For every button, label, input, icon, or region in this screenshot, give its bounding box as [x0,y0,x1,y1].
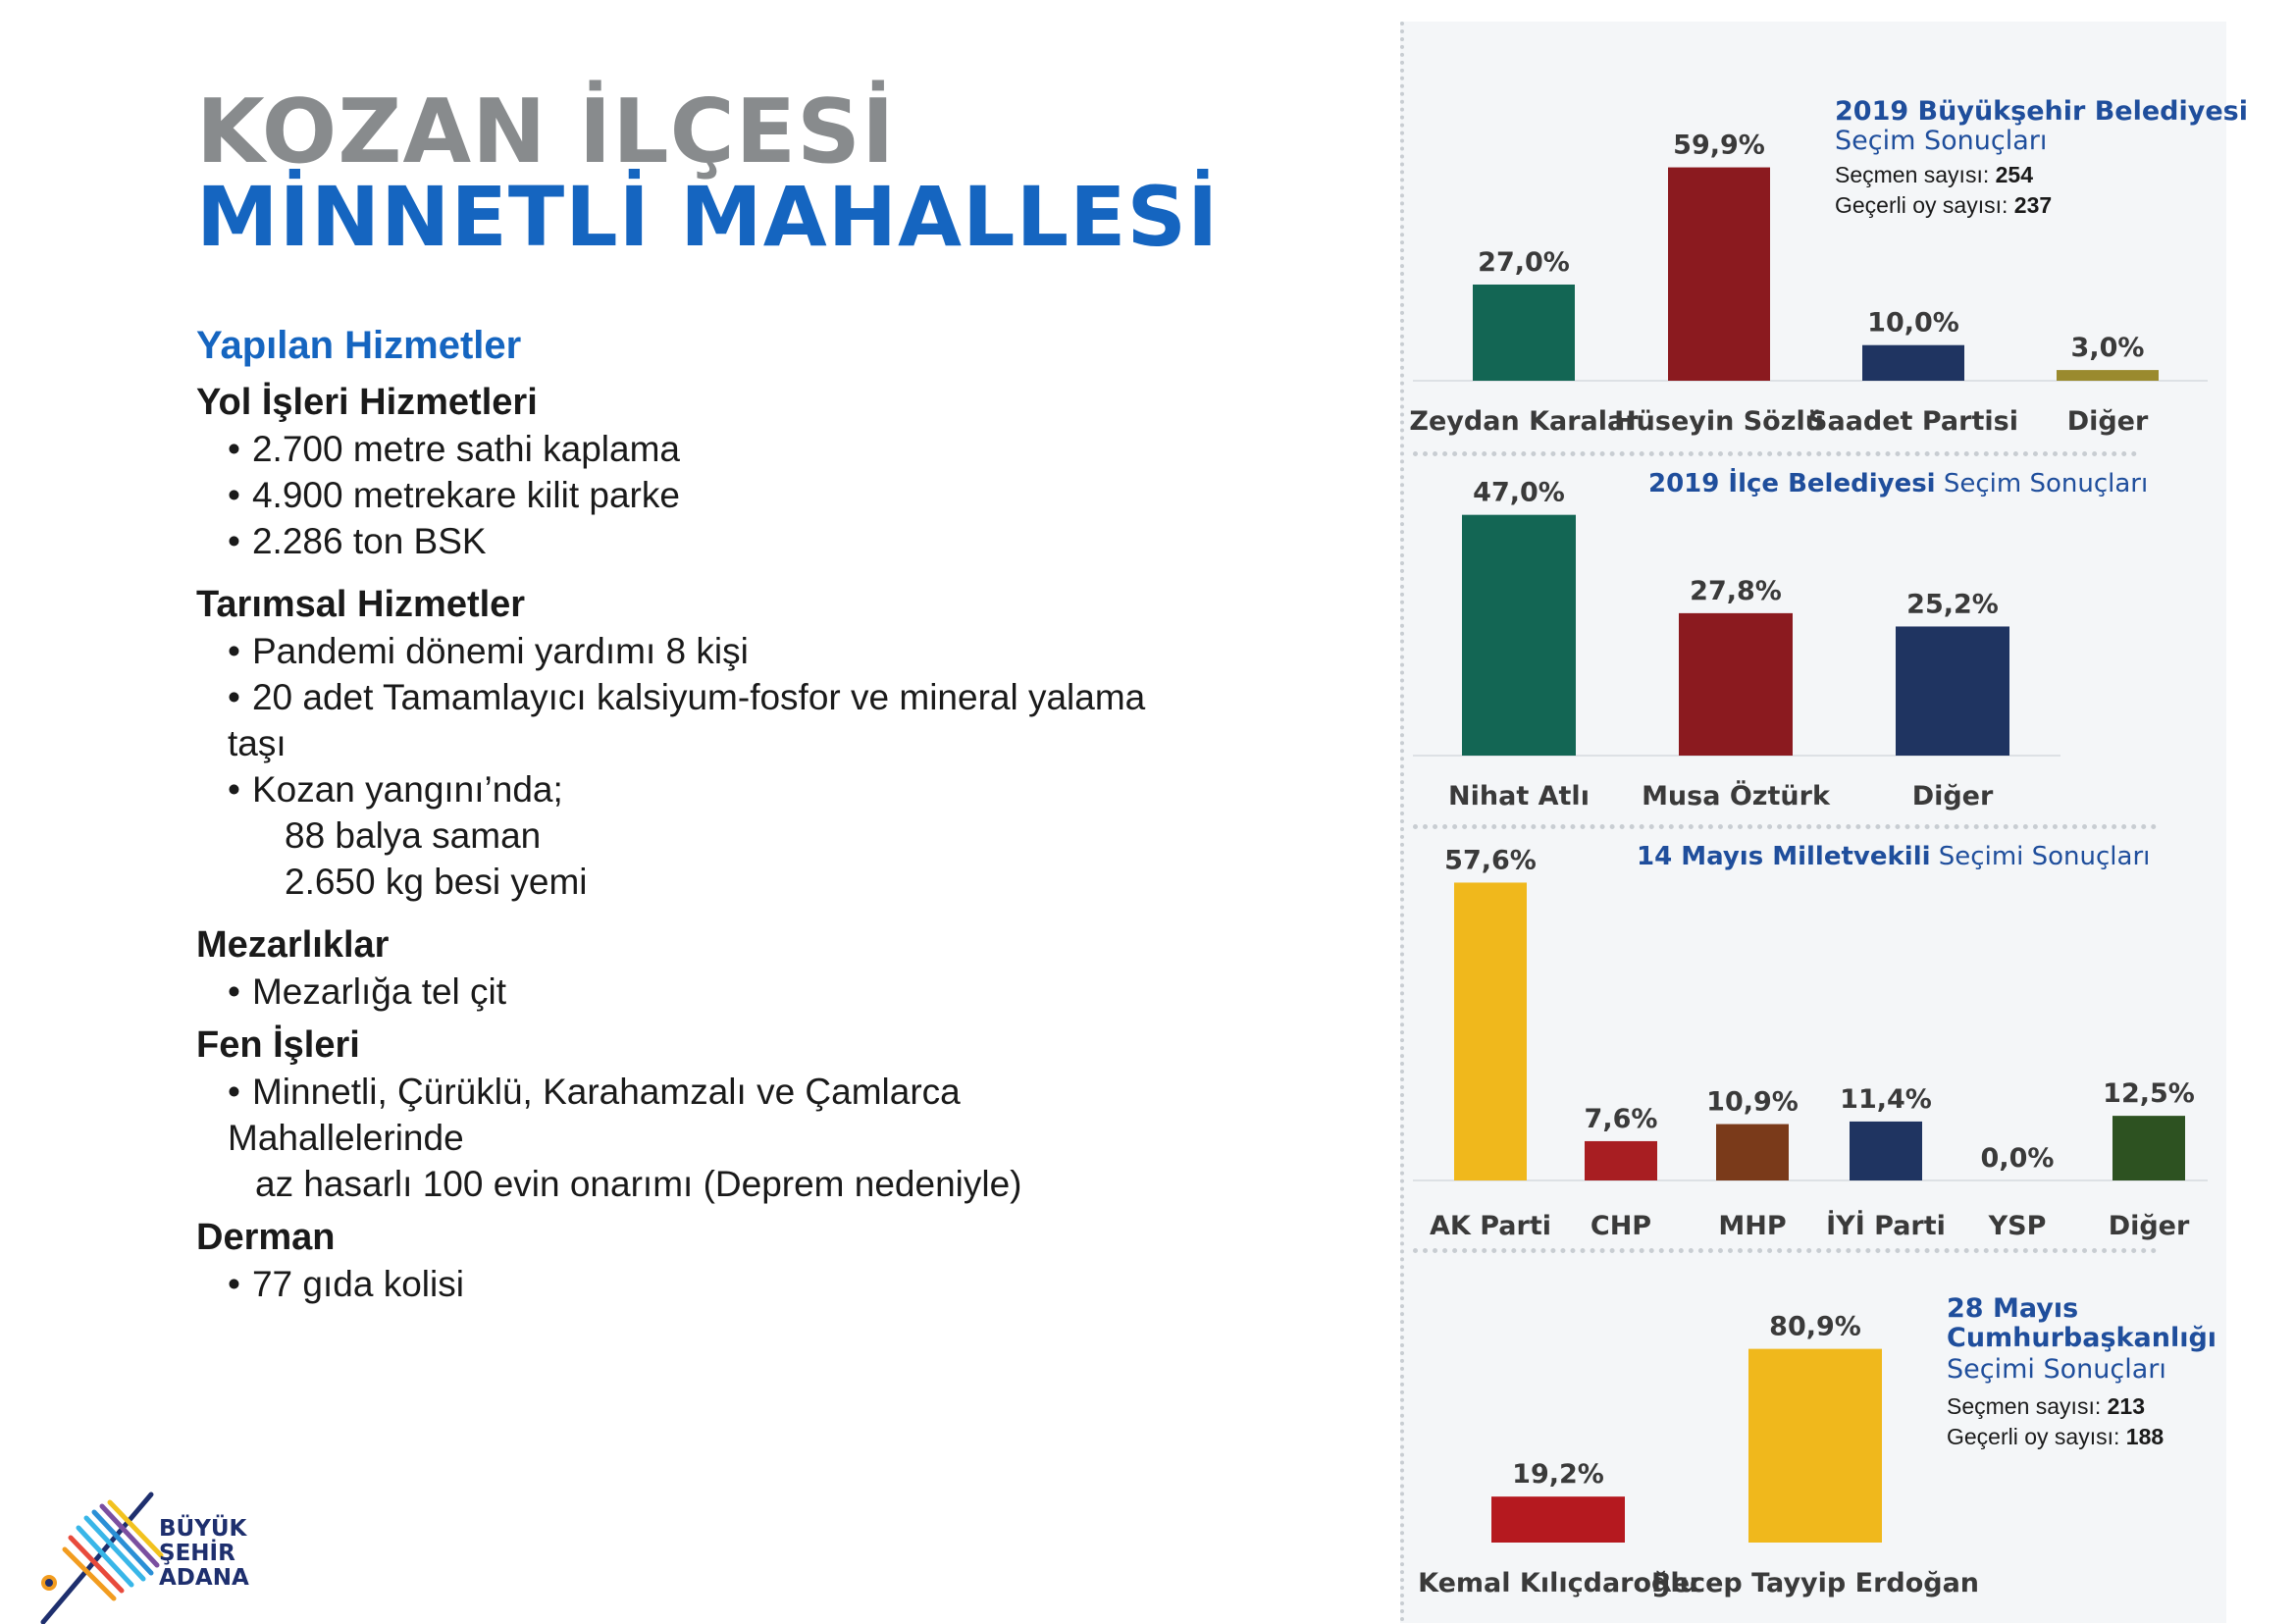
list-item: Mezarlığa tel çit [228,969,1177,1015]
chart3-data-label: 0,0% [1981,1143,2055,1174]
chart3-category-label: YSP [1988,1211,2047,1241]
chart3-data-label: 57,6% [1444,845,1537,875]
list-item-continuation: az hasarlı 100 evin onarımı (Deprem nede… [255,1164,1022,1204]
list-item: 2.286 ton BSK [228,518,1177,564]
chart1-title: 2019 Büyükşehir Belediyesi [1835,96,2248,127]
chart4-category-label: Kemal Kılıçdaroğlu [1418,1568,1698,1598]
list-item: Minnetli, Çürüklü, Karahamzalı ve Çamlar… [228,1069,1177,1161]
category-mezar-title: Mezarlıklar [196,924,390,966]
chart1-category-label: Zeydan Karalar [1409,406,1639,437]
chart2-data-label: 27,8% [1690,576,1782,606]
chart3-bar [1716,1124,1789,1180]
services-list: Yapılan Hizmetler Yol İşleri Hizmetleri … [196,324,1177,1307]
chart2-bar [1679,612,1793,756]
divider [1413,451,2137,456]
chart4-data-label: 19,2% [1512,1459,1604,1490]
chart3-bar [2112,1116,2185,1180]
chart2-data-label: 47,0% [1473,478,1565,508]
logo-text: BÜYÜK ŞEHİR ADANA [159,1516,249,1591]
chart4-category-label: Recep Tayyip Erdoğan [1651,1568,1979,1598]
chart3-bar [1454,882,1527,1180]
chart3-data-label: 12,5% [2103,1078,2195,1109]
chart3-category-label: İYİ Parti [1826,1210,1946,1241]
list-item: 2.700 metre sathi kaplama [228,426,1177,472]
chart2-category-label: Musa Öztürk [1642,779,1831,812]
chart4-title-1: 28 Mayıs [1947,1293,2079,1324]
category-yol-title: Yol İşleri Hizmetleri [196,382,538,423]
category-tarim-title: Tarımsal Hizmetler [196,584,526,625]
chart2-category-label: Nihat Atlı [1448,781,1590,812]
chart2-bar [1462,514,1576,756]
list-item: Kozan yangını’nda; [228,766,1177,812]
chart4-data-label: 80,9% [1769,1312,1861,1342]
category-derman-title: Derman [196,1217,336,1258]
chart2-title: 2019 İlçe Belediyesi Seçim Sonuçları [1648,469,2149,498]
chart3-title: 14 Mayıs Milletvekili Seçimi Sonuçları [1637,842,2151,871]
chart4-bar [1748,1348,1882,1543]
list-item: 77 gıda kolisi [228,1261,1177,1307]
divider [1413,1248,2157,1253]
chart3-data-label: 11,4% [1840,1084,1932,1115]
district-title: KOZAN İLÇESİ [196,80,896,183]
chart1-bar [2057,370,2159,381]
chart4-title-2: Cumhurbaşkanlığı [1947,1323,2217,1353]
list-item: 20 adet Tamamlayıcı kalsiyum-fosfor ve m… [228,674,1177,766]
chart1-bar [1862,344,1964,381]
chart2-bar [1896,626,2009,756]
list-item: 4.900 metrekare kilit parke [228,472,1177,518]
services-heading: Yapılan Hizmetler [196,324,522,367]
chart1-bar [1668,167,1770,381]
chart1-data-label: 3,0% [2071,333,2145,363]
list-subitem: 88 balya saman [285,815,542,856]
chart3-bar [1850,1121,1922,1180]
chart1-category-label: Diğer [2067,406,2149,437]
chart1-category-label: Saadet Partisi [1808,406,2018,437]
adana-logo-icon [40,1492,164,1624]
chart3-category-label: CHP [1591,1211,1651,1241]
list-item: Pandemi dönemi yardımı 8 kişi [228,628,1177,674]
chart1-data-label: 10,0% [1867,308,1959,339]
chart3-category-label: Diğer [2109,1211,2190,1241]
chart3-category-label: MHP [1718,1211,1786,1241]
chart3-category-label: AK Parti [1430,1211,1551,1241]
chart2-data-label: 25,2% [1906,589,1999,619]
chart2-category-label: Diğer [1912,781,1994,812]
chart1-category-label: Hüseyin Sözlü [1614,406,1824,437]
chart4-bar [1491,1496,1625,1543]
chart1-data-label: 27,0% [1478,247,1570,278]
chart1-data-label: 59,9% [1673,131,1765,161]
chart1-bar [1473,284,1575,381]
chart4-valid-votes: Geçerli oy sayısı: 188 [1947,1424,2165,1449]
chart3-bar [1585,1140,1657,1180]
chart4-voters: Seçmen sayısı: 213 [1947,1393,2145,1419]
chart1-valid-votes: Geçerli oy sayısı: 237 [1835,192,2053,218]
chart1-voters: Seçmen sayısı: 254 [1835,162,2033,187]
divider [1413,824,2157,829]
chart3-data-label: 7,6% [1585,1104,1658,1134]
chart4-subtitle: Seçimi Sonuçları [1947,1354,2166,1385]
category-fen-title: Fen İşleri [196,1024,360,1066]
list-subitem: 2.650 kg besi yemi [285,862,588,902]
chart1-subtitle: Seçim Sonuçları [1835,126,2048,156]
chart3-data-label: 10,9% [1706,1087,1799,1118]
neighborhood-title: MİNNETLİ MAHALLESİ [196,169,1220,265]
